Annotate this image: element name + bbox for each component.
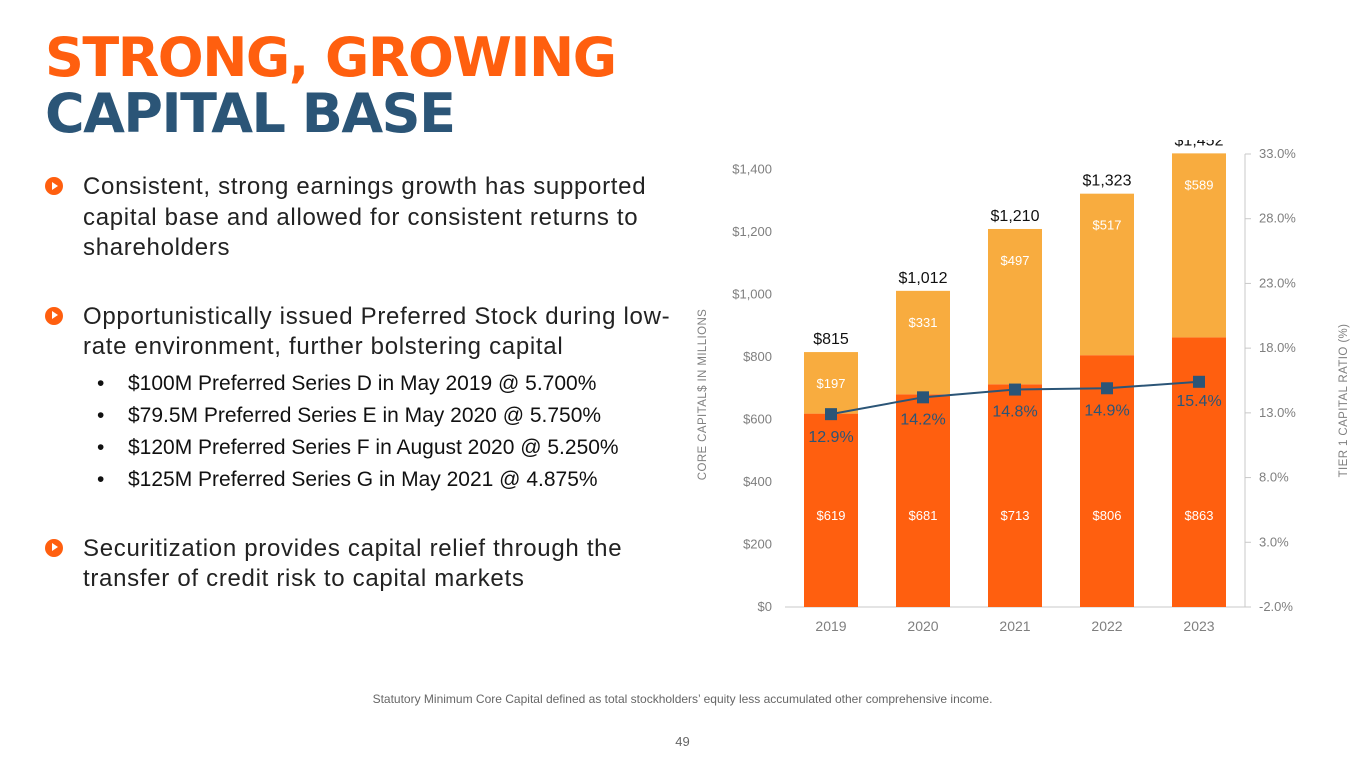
page-title: STRONG, GROWING CAPITAL BASE	[45, 26, 617, 145]
y2-tick-label: 3.0%	[1259, 534, 1289, 549]
ratio-value-label: 12.9%	[808, 429, 853, 446]
x-tick-label: 2022	[1091, 618, 1122, 634]
sub-bullet: $79.5M Preferred Series E in May 2020 @ …	[83, 400, 685, 432]
bar-additional-2022	[1080, 193, 1134, 356]
footnote: Statutory Minimum Core Capital defined a…	[372, 692, 993, 706]
x-tick-label: 2020	[907, 618, 938, 634]
ratio-point-2019	[825, 408, 837, 421]
sub-bullet: $120M Preferred Series F in August 2020 …	[83, 432, 685, 464]
bar-total-label: $1,452	[1175, 140, 1224, 149]
bar-value-label: $517	[1093, 218, 1122, 233]
bar-base-2021	[988, 384, 1042, 607]
bar-additional-2019	[804, 352, 858, 414]
bar-value-label: $806	[1093, 508, 1122, 523]
bullet-securitization: Securitization provides capital relief t…	[45, 534, 685, 595]
bullet-text: Consistent, strong earnings growth has s…	[83, 173, 647, 261]
bar-value-label: $331	[909, 315, 938, 330]
bullet-arrow-icon	[45, 538, 63, 557]
bullet-text: Securitization provides capital relief t…	[83, 534, 623, 593]
bullet-arrow-icon	[45, 306, 63, 325]
y2-axis-title: TIER 1 CAPITAL RATIO (%)	[1338, 324, 1350, 478]
title-line-2: CAPITAL BASE	[45, 82, 456, 145]
ratio-value-label: 14.8%	[992, 404, 1037, 421]
x-tick-label: 2023	[1183, 618, 1214, 634]
bullet-earnings: Consistent, strong earnings growth has s…	[45, 172, 685, 264]
ratio-value-label: 14.9%	[1084, 402, 1129, 419]
ratio-point-2020	[917, 391, 929, 404]
y2-tick-label: 23.0%	[1259, 275, 1296, 290]
y2-tick-label: -2.0%	[1259, 599, 1293, 614]
bar-base-2019	[804, 413, 858, 607]
y-tick-label: $600	[743, 412, 772, 427]
y-tick-label: $1,000	[732, 287, 772, 302]
bar-base-2020	[896, 394, 950, 607]
y2-tick-label: 28.0%	[1259, 211, 1296, 226]
bar-value-label: $619	[817, 508, 846, 523]
ratio-value-label: 14.2%	[900, 411, 945, 428]
bar-additional-2023	[1172, 153, 1226, 338]
bullet-text: Opportunistically issued Preferred Stock…	[83, 302, 671, 361]
page-number: 49	[675, 734, 690, 749]
x-tick-label: 2019	[815, 618, 846, 634]
bullet-list: Consistent, strong earnings growth has s…	[45, 172, 685, 633]
bar-value-label: $681	[909, 508, 938, 523]
bar-total-label: $1,012	[899, 270, 948, 287]
y2-tick-label: 18.0%	[1259, 340, 1296, 355]
y-tick-label: $1,200	[732, 224, 772, 239]
y2-tick-label: 33.0%	[1259, 146, 1296, 161]
sub-bullet: $125M Preferred Series G in May 2021 @ 4…	[83, 464, 685, 496]
bar-base-2022	[1080, 355, 1134, 607]
preferred-series-list: $100M Preferred Series D in May 2019 @ 5…	[83, 368, 685, 496]
bar-total-label: $1,323	[1083, 173, 1132, 190]
capital-chart: $0 $200 $400 $600 $800 $1,000 $1,200 $1,400 -2.0…	[697, 140, 1350, 634]
bar-value-label: $589	[1185, 177, 1214, 192]
y-axis-title: CORE CAPITAL$ IN MILLIONS	[697, 309, 709, 480]
bar-value-label: $863	[1185, 508, 1214, 523]
y-tick-label: $0	[758, 599, 772, 614]
ratio-point-2023	[1193, 375, 1205, 388]
bullet-preferred-stock: Opportunistically issued Preferred Stock…	[45, 302, 685, 496]
bar-total-label: $815	[813, 331, 849, 348]
ratio-point-2022	[1101, 382, 1113, 395]
ratio-value-label: 15.4%	[1176, 393, 1221, 410]
title-line-1: STRONG, GROWING	[45, 26, 617, 89]
bar-value-label: $197	[817, 376, 846, 391]
y2-tick-label: 8.0%	[1259, 470, 1289, 485]
bar-value-label: $713	[1001, 508, 1030, 523]
bar-additional-2021	[988, 228, 1042, 385]
bar-total-label: $1,210	[991, 208, 1040, 225]
bar-value-label: $497	[1001, 253, 1030, 268]
bullet-arrow-icon	[45, 177, 63, 195]
x-tick-label: 2021	[999, 618, 1030, 634]
y-tick-label: $1,400	[732, 162, 772, 177]
y-tick-label: $200	[743, 537, 772, 552]
y-tick-label: $800	[743, 349, 772, 364]
y2-tick-label: 13.0%	[1259, 405, 1296, 420]
y-tick-label: $400	[743, 474, 772, 489]
bar-additional-2020	[896, 290, 950, 395]
sub-bullet: $100M Preferred Series D in May 2019 @ 5…	[83, 368, 685, 400]
ratio-point-2021	[1009, 383, 1021, 396]
